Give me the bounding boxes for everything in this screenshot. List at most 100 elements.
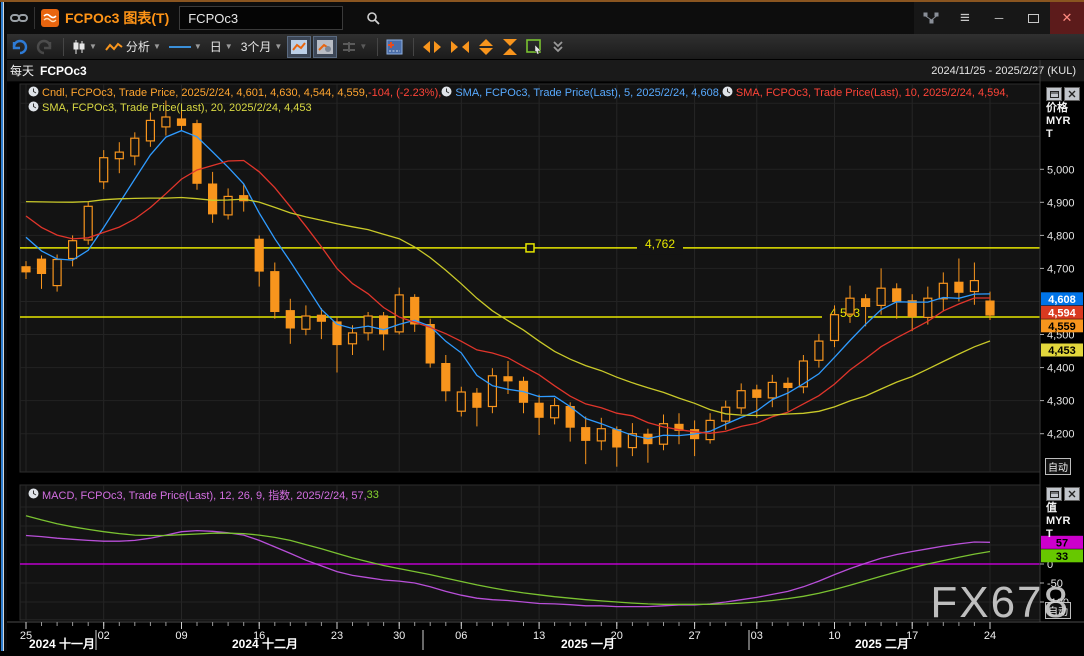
candle [410,296,420,325]
app-icon [41,9,59,27]
chevron-down-icon: ▼ [152,42,161,51]
legend-sma20[interactable]: SMA, FCPOc3, Trade Price(Last), 20, 2025… [42,102,312,114]
candle [176,118,187,126]
candle [130,137,140,157]
candle [938,282,948,300]
candle [99,157,109,183]
expand-horizontal-button[interactable] [419,37,445,57]
candle [814,340,824,361]
last-value-badge: 57 [1056,537,1068,549]
candle [456,391,466,412]
x-tick-label: 09 [175,630,187,642]
candle [21,266,31,273]
sma10-line [25,159,990,434]
candle [487,375,497,408]
workspace-link-icon[interactable] [914,2,948,34]
last-value-badge: 4,453 [1048,345,1076,357]
undo-button[interactable] [8,37,31,57]
symbol-search-box[interactable] [179,6,380,30]
macd-axis-auto-button[interactable]: 自动 [1045,602,1071,619]
title-bar: FCPOc3 图表(T) ≡ ─ ✕ [0,2,1084,35]
add-panel-button[interactable] [383,37,406,57]
candle [254,238,264,272]
price-axis-auto-button[interactable]: 自动 [1045,458,1071,475]
candle [798,360,809,388]
panel-close-icon[interactable] [1064,87,1080,101]
price-tick-label: 5,000 [1047,164,1075,176]
price-tick-label: 4,200 [1047,429,1075,441]
interval-button[interactable]: 日 ▼ [207,37,236,57]
delayed-clock-icon [28,86,39,100]
divider [63,37,64,56]
left-edge-splitter[interactable] [0,2,7,651]
collapse-horizontal-button[interactable] [447,37,473,57]
candle [441,363,451,392]
panel-restore-icon[interactable] [1046,487,1062,501]
month-label: 2024 十二月 [232,636,298,651]
legend-sma10[interactable]: SMA, FCPOc3, Trade Price(Last), 10, 2025… [735,87,1009,99]
menu-icon[interactable]: ≡ [960,8,970,27]
x-tick-label: 25 [20,630,32,642]
window-title: FCPOc3 图表(T) [65,10,170,26]
legend-macd[interactable]: MACD, FCPOc3, Trade Price(Last), 12, 26,… [42,490,367,502]
line-style-button[interactable]: ▼ [166,37,205,57]
candle [332,321,342,346]
panel-close-icon[interactable] [1064,487,1080,501]
candle [347,332,358,345]
chevron-down-icon: ▼ [193,42,202,51]
x-tick-label: 24 [984,630,996,642]
delayed-clock-icon [28,488,39,502]
price-axis-title: 价格 MYR T [1046,102,1071,140]
price-tick-label: 4,800 [1047,230,1075,242]
close-button[interactable]: ✕ [1050,2,1084,34]
range-button[interactable]: 3个月 ▼ [238,37,286,57]
interval-label: 日 [209,40,222,54]
candle [845,297,855,315]
candle [612,429,622,448]
x-tick-label: 03 [751,630,763,642]
candle [208,183,218,215]
candle [67,240,78,260]
expand-vertical-button[interactable] [475,37,497,57]
price-tick-label: 4,700 [1047,263,1075,275]
legend-sma5[interactable]: SMA, FCPOc3, Trade Price(Last), 5, 2025/… [455,87,722,99]
x-tick-label: 30 [393,630,405,642]
hline-handle [525,243,535,253]
candle [907,300,917,317]
candle [161,116,171,128]
candle [923,297,933,319]
minimize-button[interactable]: ─ [994,11,1004,25]
candle [767,381,777,399]
candle [223,195,233,216]
candle [534,402,544,418]
search-icon[interactable] [366,11,380,25]
chart-type-button[interactable]: ▼ [69,37,100,57]
sma20-line [25,196,991,417]
search-input[interactable] [186,9,367,27]
more-tools-button[interactable] [549,37,567,57]
analysis-button[interactable]: 分析 ▼ [102,37,164,57]
maximize-button[interactable] [1016,2,1050,34]
compress-vertical-button[interactable] [499,37,521,57]
chart-mode-button[interactable] [287,35,312,58]
x-tick-label: 02 [98,630,110,642]
candle [503,376,513,382]
analysis-label: 分析 [125,40,150,54]
candle [969,280,980,293]
candle [192,123,202,184]
panel-restore-icon[interactable] [1046,87,1062,101]
candle [783,382,793,388]
legend-candle[interactable]: Cndl, FCPOc3, Trade Price, 2025/2/24, 4,… [42,87,368,99]
split-view-button[interactable]: ▼ [339,37,370,57]
redo-button[interactable] [33,37,56,57]
month-label: 2025 一月 [561,637,615,651]
price-tick-label: 4,900 [1047,197,1075,209]
select-region-button[interactable] [523,37,547,57]
link-icon[interactable] [10,11,28,25]
candle [876,287,886,307]
annotate-mode-button[interactable] [313,35,338,58]
x-tick-label: 16 [253,630,265,642]
last-value-badge: 33 [1056,551,1068,563]
